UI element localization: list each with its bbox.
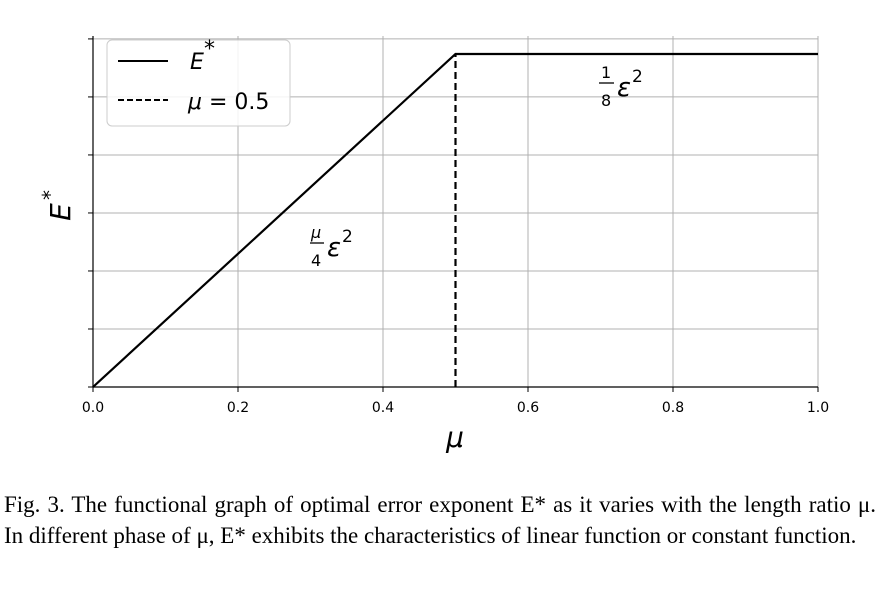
series-lines bbox=[92, 52, 818, 388]
svg-text:2: 2 bbox=[632, 67, 643, 87]
legend-label-mu: μ = 0.5 bbox=[187, 90, 269, 115]
y-axis-label: E * bbox=[38, 190, 77, 221]
legend: E * μ = 0.5 bbox=[106, 37, 291, 127]
svg-text:μ: μ bbox=[310, 223, 321, 242]
svg-text:*: * bbox=[38, 190, 62, 200]
svg-text:ε: ε bbox=[617, 73, 631, 103]
svg-text:1: 1 bbox=[601, 63, 611, 82]
svg-text:8: 8 bbox=[601, 91, 611, 110]
svg-text:4: 4 bbox=[311, 251, 321, 270]
x-tick-label: 0.8 bbox=[662, 400, 684, 416]
legend-label-E-star: E * bbox=[190, 37, 215, 75]
svg-text:E: E bbox=[190, 50, 204, 75]
x-tick-label: 0.0 bbox=[82, 400, 104, 416]
svg-text:μ = 0.5: μ = 0.5 bbox=[187, 90, 269, 115]
x-tick-label: 1.0 bbox=[807, 400, 829, 416]
figure-caption: Fig. 3. The functional graph of optimal … bbox=[4, 492, 876, 548]
x-ticks: 0.0 0.2 0.4 0.6 0.8 1.0 bbox=[82, 387, 829, 416]
chart: 0.0 0.2 0.4 0.6 0.8 1.0 μ 4 ε 2 1 8 ε 2 μ E *… bbox=[38, 36, 829, 454]
annotation-linear: μ 4 ε 2 bbox=[310, 223, 353, 270]
x-tick-label: 0.4 bbox=[372, 400, 394, 416]
svg-text:μ: μ bbox=[445, 421, 464, 454]
x-tick-label: 0.2 bbox=[227, 400, 249, 416]
annotation-constant: 1 8 ε 2 bbox=[599, 63, 643, 110]
svg-text:*: * bbox=[204, 37, 215, 62]
svg-text:E: E bbox=[44, 203, 77, 221]
svg-text:2: 2 bbox=[342, 227, 353, 247]
x-tick-label: 0.6 bbox=[517, 400, 539, 416]
x-axis-label: μ bbox=[445, 421, 464, 454]
svg-text:ε: ε bbox=[327, 233, 341, 263]
y-ticks bbox=[88, 38, 93, 388]
